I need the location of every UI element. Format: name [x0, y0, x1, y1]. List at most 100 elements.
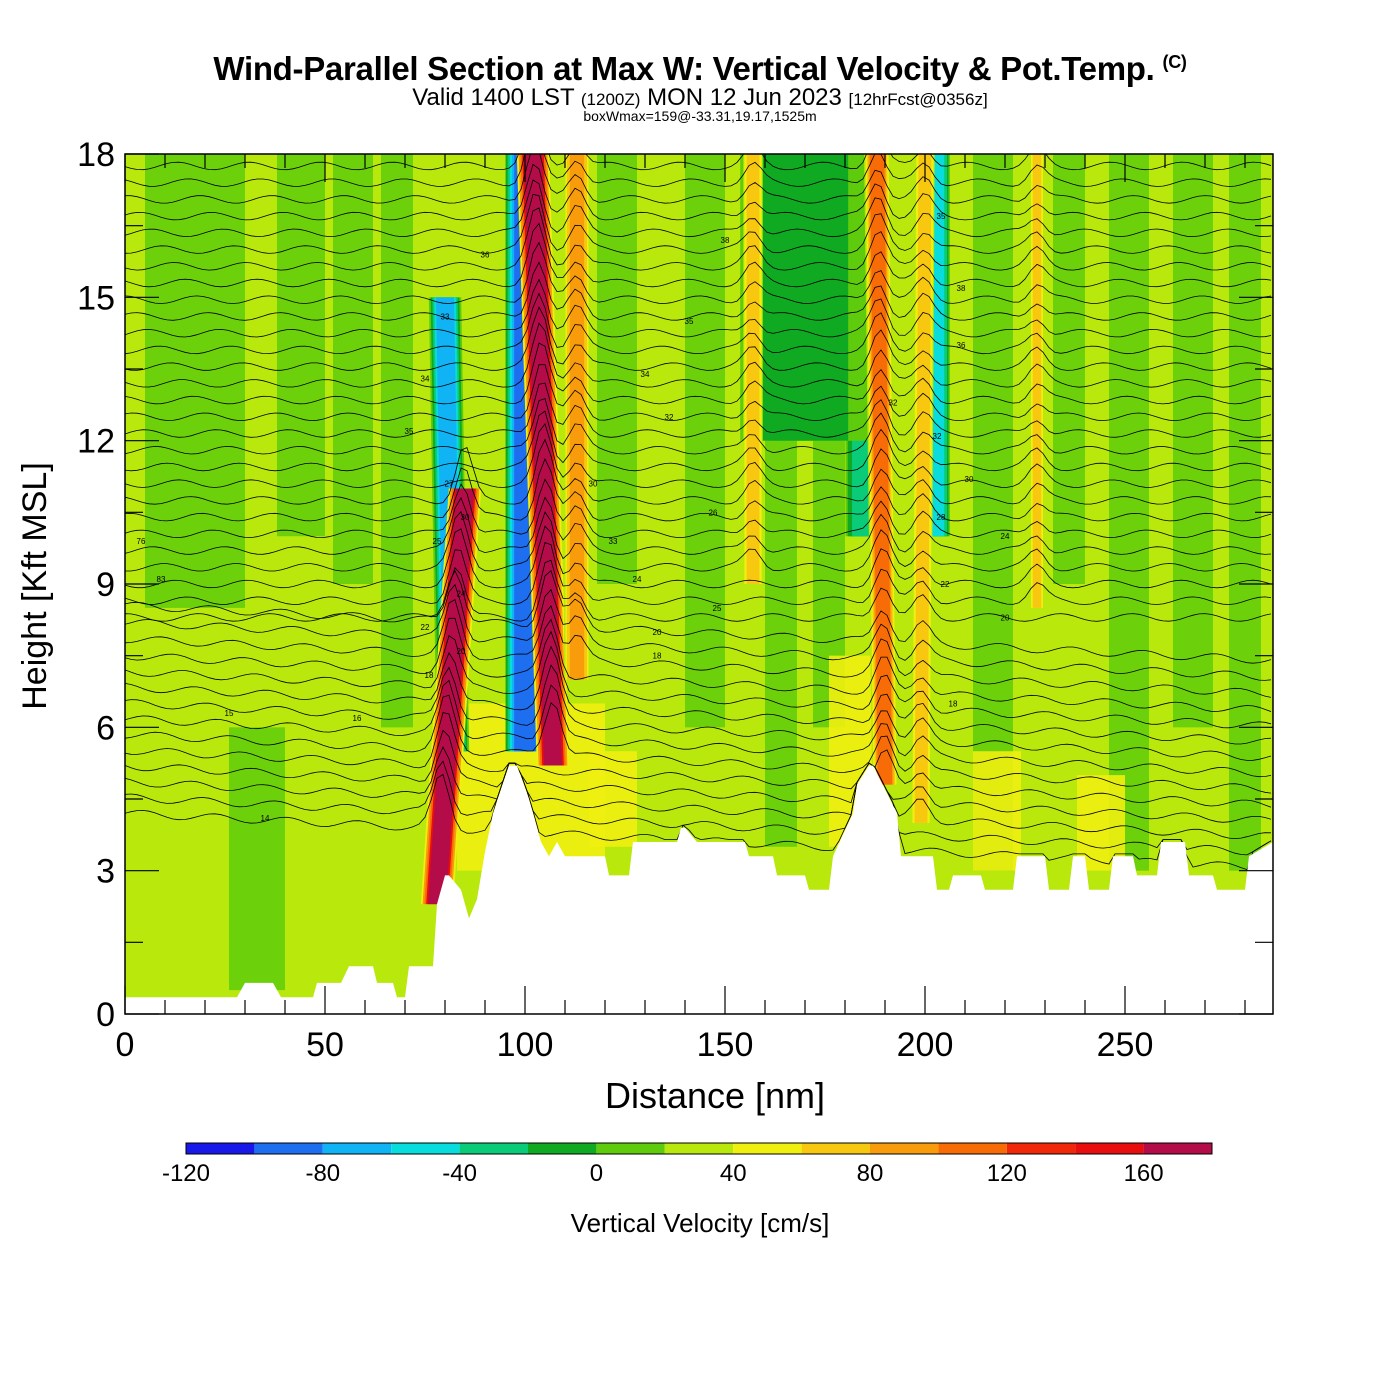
theta-contour — [125, 559, 1272, 622]
theta-contour — [125, 712, 1272, 808]
theta-contour-label: 24 — [633, 575, 642, 584]
theta-contour-label: 28 — [937, 513, 946, 522]
y-tick-label: 6 — [96, 709, 115, 747]
theta-contour — [125, 382, 1272, 438]
colorbar-swatch — [801, 1143, 870, 1154]
theta-contour-label: 33 — [609, 537, 618, 546]
theta-contour — [125, 154, 1272, 187]
x-tick-label: 250 — [1097, 1026, 1154, 1064]
downdraft-patch — [229, 727, 285, 991]
theta-contour — [125, 760, 1272, 856]
theta-contour-label: 20 — [457, 647, 466, 656]
forecast-info: [12hrFcst@0356z] — [848, 90, 988, 109]
chart-title: Wind-Parallel Section at Max W: Vertical… — [0, 50, 1400, 88]
theta-contour — [125, 541, 1272, 605]
theta-contour-label: 18 — [949, 699, 958, 708]
chart-title-text: Wind-Parallel Section at Max W: Vertical… — [213, 50, 1155, 87]
colorbar-tick-label: -40 — [442, 1160, 477, 1187]
theta-contour — [125, 193, 1272, 254]
colorbar-swatch — [1143, 1143, 1212, 1154]
x-tick-label: 150 — [697, 1026, 754, 1064]
updraft-column — [915, 154, 931, 823]
theta-contour-label: 20 — [653, 628, 662, 637]
theta-contour-label: 27 — [445, 480, 454, 489]
theta-contour — [125, 679, 1272, 778]
theta-contour — [125, 145, 1271, 153]
theta-contour-label: 76 — [137, 537, 146, 546]
colorbar-swatch — [186, 1143, 255, 1154]
x-tick-label: 200 — [897, 1026, 954, 1064]
theta-contour-label: 30 — [965, 475, 974, 484]
theta-contour-label: 26 — [709, 508, 718, 517]
downdraft-column — [769, 154, 841, 441]
theta-contour-label: 36 — [481, 250, 490, 259]
colorbar-swatch — [528, 1143, 597, 1154]
theta-contour — [125, 261, 1272, 321]
y-tick-label: 9 — [96, 566, 115, 604]
theta-contour-label: 32 — [933, 432, 942, 441]
theta-contour — [125, 729, 1272, 823]
theta-contour-label: 24 — [1001, 532, 1010, 541]
theta-contour — [125, 423, 1272, 488]
theta-contour-label: 30 — [589, 480, 598, 489]
theta-contour — [125, 322, 1272, 388]
theta-contour — [125, 364, 1272, 422]
box-wmax-info: boxWmax=159@-33.31,19.17,1525m — [583, 108, 817, 124]
updraft-patch — [973, 751, 1021, 871]
colorbar-tick-label: 160 — [1124, 1160, 1164, 1187]
updraft-column — [569, 154, 585, 680]
colorbar-tick-label: 80 — [857, 1160, 884, 1187]
theta-contour — [125, 154, 1272, 204]
colorbar-swatch — [664, 1143, 734, 1154]
theta-contour — [125, 207, 1272, 271]
theta-contour-label: 14 — [261, 814, 270, 823]
theta-contour — [125, 398, 1272, 455]
updraft-column — [747, 154, 759, 584]
colorbar-frame — [185, 1142, 1213, 1155]
y-tick-label: 3 — [96, 853, 115, 891]
valid-prefix: Valid 1400 LST — [412, 84, 575, 111]
colorbar-swatch — [391, 1143, 460, 1154]
theta-contour-label: 24 — [457, 590, 466, 599]
updraft-column — [1032, 154, 1042, 608]
theta-contour — [125, 179, 1272, 238]
updraft-column — [428, 488, 474, 905]
theta-contour-label: 36 — [957, 341, 966, 350]
theta-contour — [125, 457, 1272, 522]
theta-contour-label: 32 — [889, 398, 898, 407]
y-tick-label: 0 — [96, 996, 115, 1034]
theta-contour — [125, 630, 1272, 729]
theta-contour-label: 38 — [957, 284, 966, 293]
theta-contour — [125, 438, 1272, 505]
theta-contour — [125, 129, 1271, 137]
theta-contour-label: 32 — [665, 413, 674, 422]
colorbar-tick-label: 0 — [590, 1160, 603, 1187]
theta-contour-label: 38 — [721, 236, 730, 245]
x-tick-label: 100 — [497, 1026, 554, 1064]
theta-contour — [125, 222, 1272, 288]
y-tick-label: 18 — [77, 136, 115, 174]
colorbar-swatch — [1075, 1143, 1144, 1154]
theta-contour — [125, 278, 1272, 338]
theta-contour — [125, 583, 1272, 681]
colorbar-tick-label: -120 — [162, 1160, 210, 1187]
downdraft-patch — [685, 154, 725, 728]
theta-contour-label: 35 — [405, 427, 414, 436]
downdraft-patch — [597, 154, 637, 584]
theta-contour-label: 15 — [225, 709, 234, 718]
x-axis-label: Distance [nm] — [605, 1075, 825, 1116]
colorbar-tick-label: -80 — [305, 1160, 340, 1187]
theta-contour — [125, 496, 1272, 555]
updraft-patch — [1077, 775, 1125, 871]
theta-contour — [125, 645, 1272, 745]
colorbar-label: Vertical Velocity [cm/s] — [571, 1208, 830, 1238]
theta-contour-label: 25 — [713, 604, 722, 613]
theta-contour — [125, 154, 1272, 171]
theta-contour — [125, 292, 1272, 355]
downdraft-patch — [1053, 154, 1085, 584]
theta-contour-label: 34 — [421, 375, 430, 384]
colorbar-swatch — [322, 1143, 392, 1154]
theta-contour — [125, 241, 1272, 304]
terrain-mask — [125, 765, 1273, 1014]
theta-contour-label: 22 — [941, 580, 950, 589]
